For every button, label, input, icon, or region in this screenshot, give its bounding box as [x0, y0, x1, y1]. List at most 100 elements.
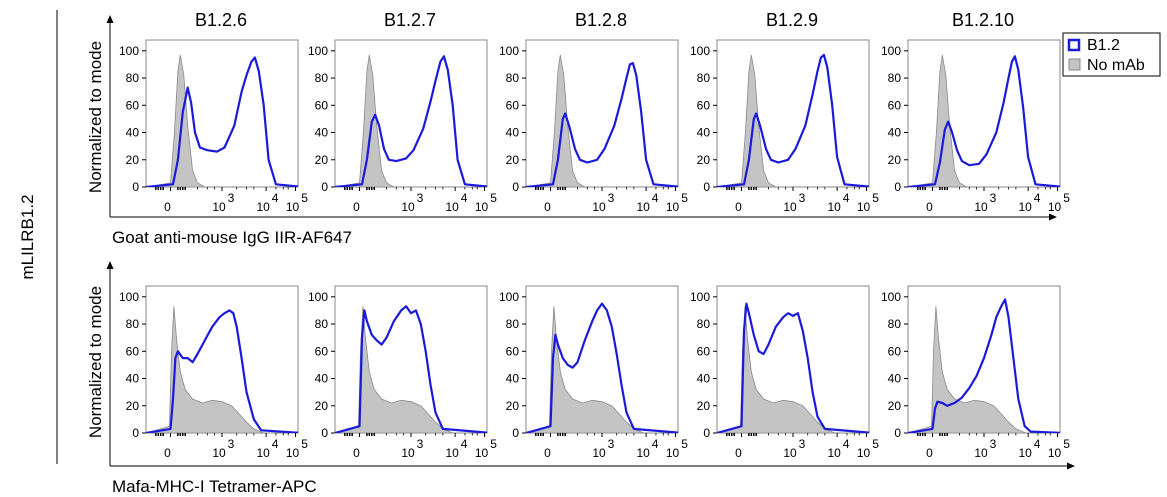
x-tick-label: 10 [286, 446, 300, 460]
panel-frame [145, 39, 299, 188]
y-tick-label: 40 [315, 126, 329, 140]
legend-label-b12: B1.2 [1087, 37, 1120, 54]
y-tick-label: 0 [321, 426, 328, 440]
y-tick-label: 0 [894, 426, 901, 440]
y-tick-label: 100 [119, 44, 139, 58]
y-tick-label: 80 [888, 71, 902, 85]
no-mab-histogram [717, 54, 776, 187]
row1-y-arrow-head [106, 15, 114, 23]
x-tick-label: 10 [401, 446, 415, 460]
y-tick-label: 40 [506, 126, 520, 140]
row2-ylabel: Normalized to mode [86, 286, 105, 438]
column-title: B1.2.10 [952, 10, 1014, 30]
y-tick-label: 0 [894, 180, 901, 194]
x-tick-exponent: 5 [872, 191, 879, 205]
y-tick-label: 20 [126, 399, 140, 413]
x-tick-exponent: 5 [1063, 191, 1070, 205]
x-tick-exponent: 5 [872, 437, 879, 451]
y-tick-label: 40 [126, 126, 140, 140]
x-tick-exponent: 4 [652, 191, 659, 205]
y-tick-label: 40 [126, 372, 140, 386]
y-tick-label: 0 [703, 426, 710, 440]
x-tick-label: 0 [544, 200, 551, 214]
x-tick-label: 0 [164, 200, 171, 214]
x-tick-label: 10 [592, 446, 606, 460]
x-tick-exponent: 5 [490, 191, 497, 205]
b12-histogram-line [335, 55, 487, 187]
x-tick-label: 10 [666, 446, 680, 460]
side-label: mLILRB1.2 [18, 194, 37, 279]
x-tick-label: 10 [857, 446, 871, 460]
y-tick-label: 100 [308, 44, 328, 58]
x-tick-exponent: 3 [799, 437, 806, 451]
b12-histogram-line [908, 55, 1060, 187]
x-tick-label: 10 [1048, 200, 1062, 214]
y-tick-label: 0 [703, 180, 710, 194]
y-tick-label: 60 [126, 344, 140, 358]
column-title: B1.2.6 [195, 10, 247, 30]
y-tick-label: 100 [119, 290, 139, 304]
x-tick-label: 0 [353, 200, 360, 214]
b12-histogram-line [908, 298, 1060, 433]
y-tick-label: 100 [881, 290, 901, 304]
x-tick-exponent: 5 [301, 191, 308, 205]
y-tick-label: 80 [315, 317, 329, 331]
x-tick-label: 10 [286, 200, 300, 214]
y-tick-label: 40 [888, 126, 902, 140]
x-tick-label: 10 [1048, 446, 1062, 460]
legend-label-nomab: No mAb [1087, 57, 1145, 74]
x-tick-label: 10 [783, 446, 797, 460]
x-tick-label: 10 [212, 200, 226, 214]
b12-histogram-line [526, 302, 678, 433]
x-tick-exponent: 5 [490, 437, 497, 451]
y-tick-label: 80 [126, 317, 140, 331]
y-tick-label: 20 [315, 399, 329, 413]
y-tick-label: 0 [132, 426, 139, 440]
x-tick-label: 10 [401, 200, 415, 214]
y-tick-label: 40 [697, 372, 711, 386]
x-tick-label: 10 [445, 446, 459, 460]
row2-xlabel: Mafa-MHC-I Tetramer-APC [112, 477, 317, 496]
x-tick-exponent: 3 [608, 437, 615, 451]
y-tick-label: 20 [506, 153, 520, 167]
legend: B1.2 No mAb [1062, 32, 1161, 77]
y-tick-label: 100 [499, 44, 519, 58]
x-tick-label: 10 [974, 446, 988, 460]
y-tick-label: 80 [888, 317, 902, 331]
y-tick-label: 80 [697, 71, 711, 85]
y-tick-label: 20 [697, 399, 711, 413]
y-tick-label: 40 [506, 372, 520, 386]
b12-histogram-line [335, 305, 487, 433]
x-tick-exponent: 3 [990, 191, 997, 205]
x-tick-label: 10 [256, 200, 270, 214]
x-tick-label: 10 [1018, 200, 1032, 214]
y-tick-label: 0 [132, 180, 139, 194]
x-tick-label: 10 [445, 200, 459, 214]
y-tick-label: 40 [315, 372, 329, 386]
y-tick-label: 20 [888, 399, 902, 413]
x-tick-exponent: 3 [228, 191, 235, 205]
y-tick-label: 20 [506, 399, 520, 413]
x-tick-label: 10 [857, 200, 871, 214]
column-title: B1.2.7 [384, 10, 436, 30]
x-tick-exponent: 4 [652, 437, 659, 451]
row1-ylabel: Normalized to mode [86, 41, 105, 193]
y-tick-label: 0 [321, 180, 328, 194]
y-tick-label: 100 [690, 290, 710, 304]
y-tick-label: 0 [512, 426, 519, 440]
no-mab-histogram [908, 54, 967, 187]
x-tick-exponent: 3 [608, 191, 615, 205]
x-tick-label: 10 [212, 446, 226, 460]
column-title: B1.2.8 [575, 10, 627, 30]
row1-xlabel: Goat anti-mouse IgG IIR-AF647 [112, 228, 352, 247]
y-tick-label: 100 [881, 44, 901, 58]
x-tick-label: 10 [475, 446, 489, 460]
